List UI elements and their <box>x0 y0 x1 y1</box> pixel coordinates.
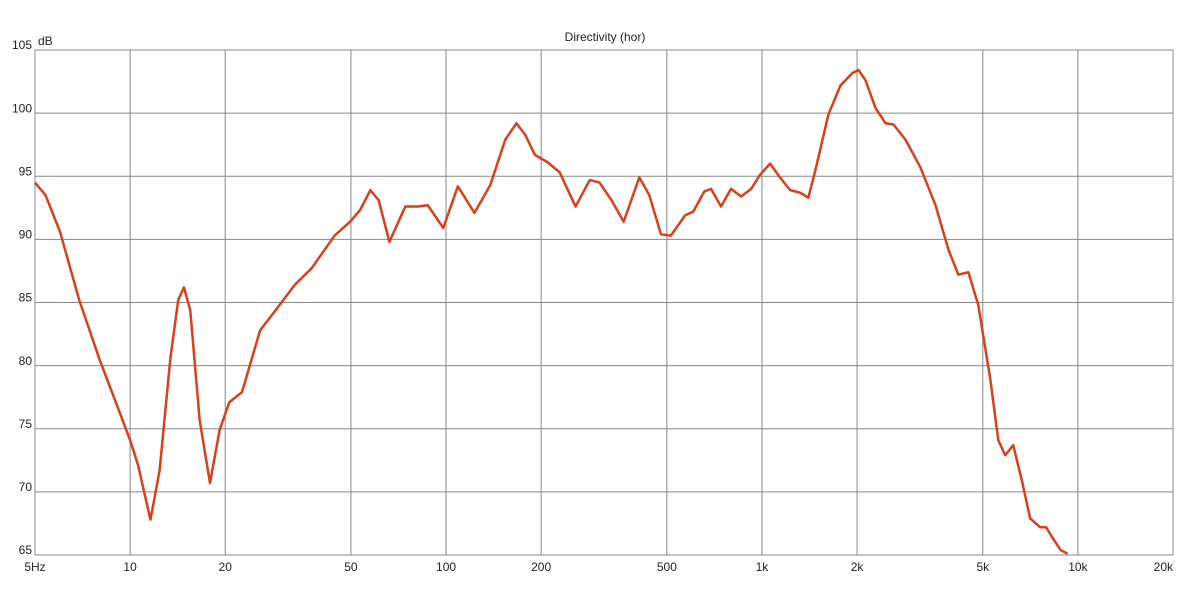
x-tick-label: 2k <box>851 560 865 574</box>
y-tick-label: 75 <box>19 417 33 431</box>
y-tick-label: 85 <box>19 291 33 305</box>
y-tick-label: 100 <box>12 101 32 115</box>
x-tick-label: 100 <box>436 560 456 574</box>
x-tick-label: 1k <box>756 560 770 574</box>
x-tick-label: 200 <box>531 560 551 574</box>
y-axis-label: dB <box>38 34 53 48</box>
y-tick-label: 70 <box>19 480 33 494</box>
x-tick-label: 5Hz <box>24 560 45 574</box>
y-tick-label: 105 <box>12 38 32 52</box>
chart-title: Directivity (hor) <box>565 30 646 44</box>
y-tick-label: 95 <box>19 164 33 178</box>
x-tick-label: 10k <box>1068 560 1088 574</box>
y-tick-label: 65 <box>19 543 33 557</box>
x-tick-label: 5k <box>976 560 990 574</box>
x-tick-label: 20 <box>219 560 233 574</box>
y-tick-label: 80 <box>19 354 33 368</box>
data-line <box>34 68 1069 555</box>
x-tick-label: 50 <box>344 560 358 574</box>
x-tick-label: 10 <box>123 560 137 574</box>
y-tick-label: 90 <box>19 228 33 242</box>
x-tick-label: 20k <box>1154 560 1174 574</box>
x-tick-label: 500 <box>657 560 677 574</box>
